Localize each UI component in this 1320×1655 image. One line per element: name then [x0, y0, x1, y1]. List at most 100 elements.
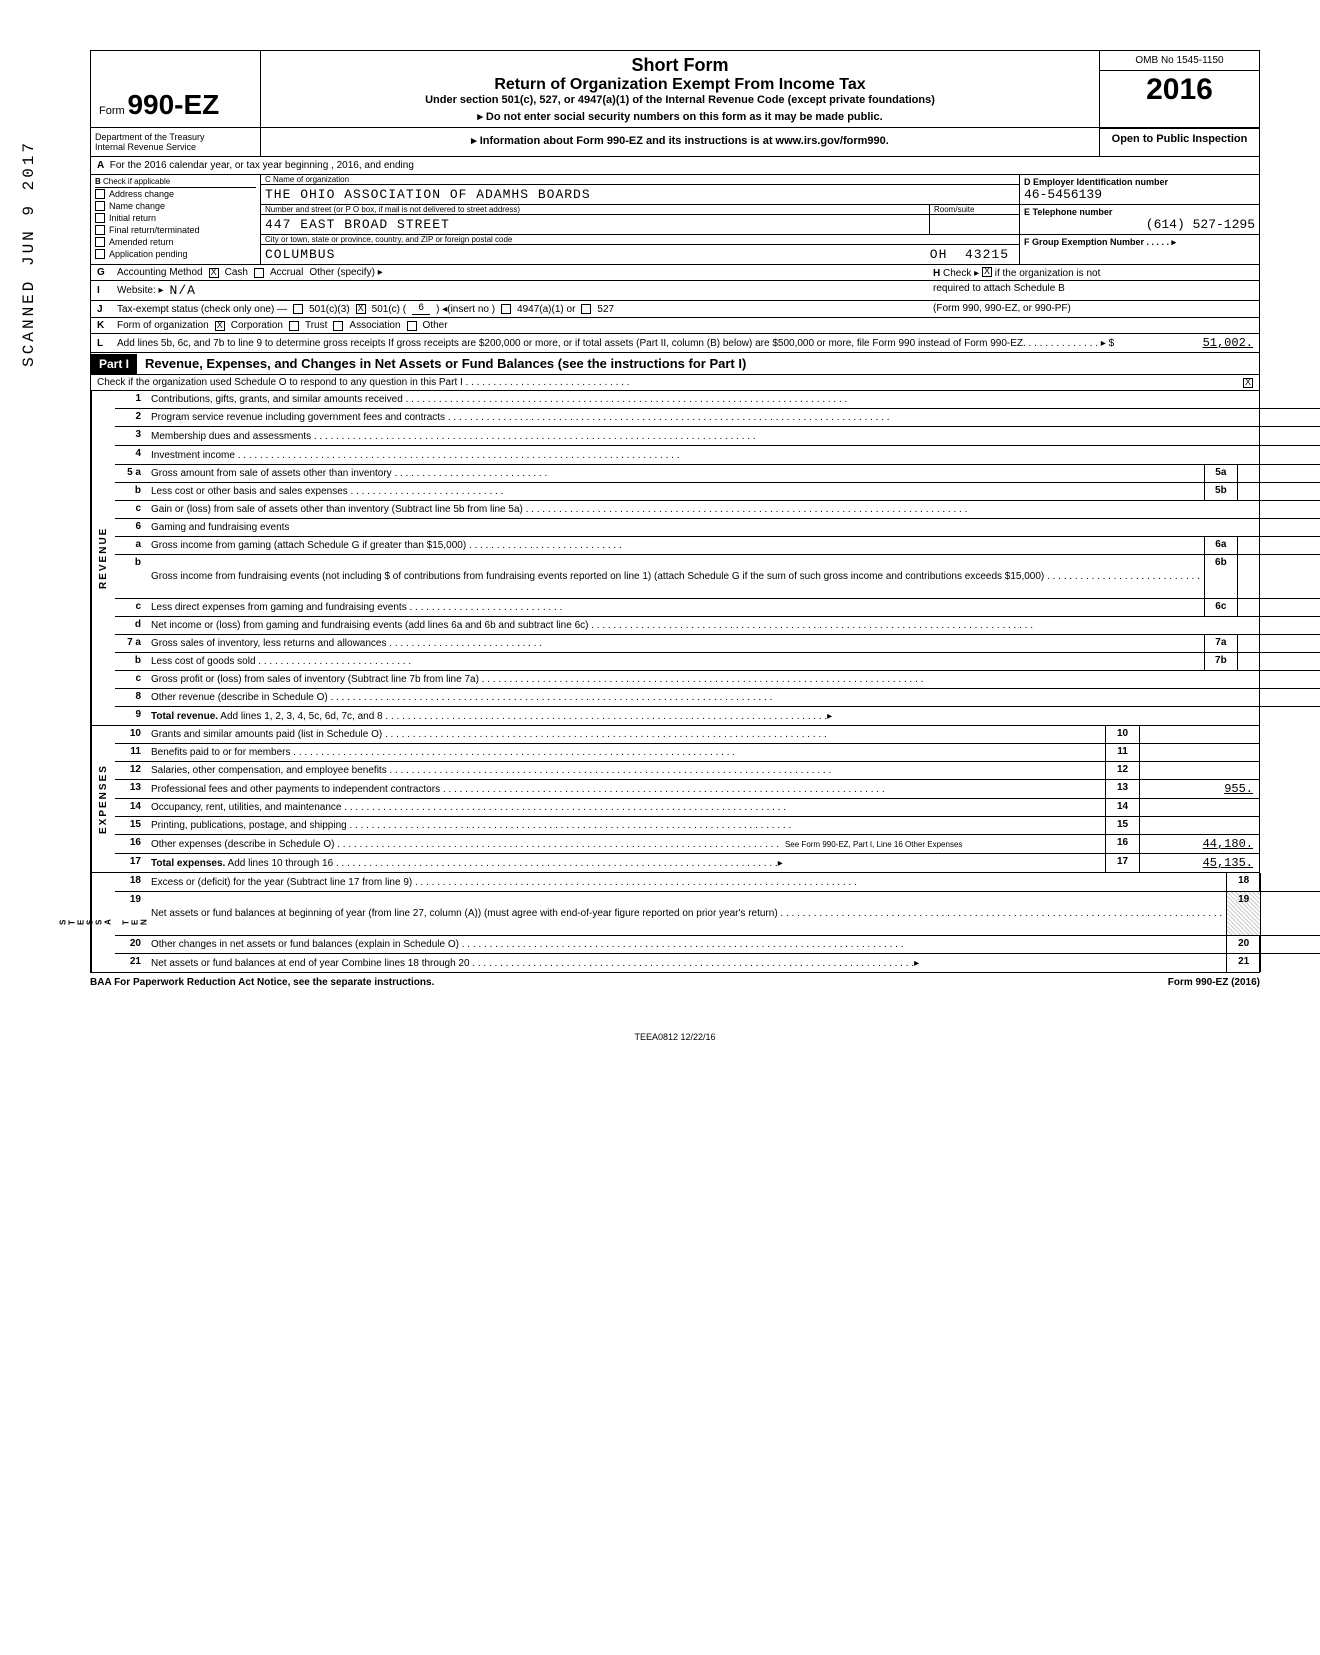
chk-association[interactable] [333, 321, 343, 331]
mid-line-value [1238, 555, 1320, 598]
line-number: 6 [115, 519, 147, 536]
line-number: c [115, 599, 147, 616]
chk-other[interactable] [407, 321, 417, 331]
right-line-number: 10 [1105, 726, 1139, 743]
mid-line-number: 6b [1204, 555, 1238, 598]
line-desc: Gross profit or (loss) from sales of inv… [147, 671, 1320, 688]
info-line: ▸ Information about Form 990-EZ and its … [261, 128, 1099, 156]
chk-4947[interactable] [501, 304, 511, 314]
line-row: cGain or (loss) from sale of assets othe… [115, 501, 1320, 519]
line-number: c [115, 501, 147, 518]
chk-527[interactable] [581, 304, 591, 314]
line-desc: Printing, publications, postage, and shi… [147, 817, 1105, 834]
line-row: cLess direct expenses from gaming and fu… [115, 599, 1320, 617]
line-desc: Excess or (deficit) for the year (Subtra… [147, 873, 1226, 891]
opt-501c3: 501(c)(3) [309, 304, 350, 315]
line-number: 18 [115, 873, 147, 891]
line-desc: Other revenue (describe in Schedule O) [147, 689, 1320, 706]
line-desc: Membership dues and assessments [147, 427, 1320, 445]
form-word: Form [99, 105, 125, 117]
omb-number: OMB No 1545-1150 [1100, 51, 1259, 71]
chk-cash[interactable] [209, 268, 219, 278]
line-value: 44,180. [1139, 835, 1259, 853]
opt-assoc: Association [349, 320, 400, 331]
opt-insert: ) ◂(insert no ) [436, 304, 495, 315]
chk-initial-return[interactable]: Initial return [95, 212, 256, 224]
insert-no: 6 [412, 303, 430, 315]
l-text: Add lines 5b, 6c, and 7b to line 9 to de… [117, 338, 1137, 349]
line-row: 11Benefits paid to or for members11 [115, 744, 1259, 762]
line-number: 4 [115, 446, 147, 464]
line-row: bLess cost of goods sold7b [115, 653, 1320, 671]
chk-corporation[interactable] [215, 321, 225, 331]
e-label: E Telephone number [1024, 207, 1255, 217]
chk-501c[interactable] [356, 304, 366, 314]
right-line-number: 11 [1105, 744, 1139, 761]
line-number: 19 [115, 892, 147, 935]
line-row: 20Other changes in net assets or fund ba… [115, 936, 1320, 954]
chk-501c3[interactable] [293, 304, 303, 314]
line-number: 3 [115, 427, 147, 445]
line-row: cGross profit or (loss) from sales of in… [115, 671, 1320, 689]
k-label: Form of organization [117, 320, 209, 331]
h-line2: required to attach Schedule B [933, 283, 1253, 294]
opt-other: Other [423, 320, 448, 331]
mid-line-value [1238, 599, 1320, 616]
line-l: L Add lines 5b, 6c, and 7b to line 9 to … [90, 334, 1260, 353]
line-row: bGross income from fundraising events (n… [115, 555, 1320, 599]
line-desc: Gross amount from sale of assets other t… [147, 465, 1204, 482]
line-a: A For the 2016 calendar year, or tax yea… [90, 157, 1260, 175]
mid-line-number: 5a [1204, 465, 1238, 482]
right-line-number: 19 [1226, 892, 1260, 935]
form-header: Form 990-EZ Short Form Return of Organiz… [90, 50, 1260, 128]
f-label: F Group Exemption Number . . . . . ▸ [1024, 237, 1255, 248]
expenses-section: EXPENSES 10Grants and similar amounts pa… [90, 726, 1260, 873]
dept-box: Department of the Treasury Internal Reve… [91, 128, 261, 156]
chk-name-change[interactable]: Name change [95, 200, 256, 212]
line-desc: Contributions, gifts, grants, and simila… [147, 391, 1320, 408]
chk-amended-return[interactable]: Amended return [95, 236, 256, 248]
assets-side-label: NET ASSETS [91, 873, 115, 972]
title-main: Short Form [271, 55, 1089, 76]
mid-line-number: 6a [1204, 537, 1238, 554]
chk-application-pending[interactable]: Application pending [95, 248, 256, 260]
line-number: b [115, 653, 147, 670]
line-row: 15Printing, publications, postage, and s… [115, 817, 1259, 835]
line-row: 3Membership dues and assessments351,000. [115, 427, 1320, 446]
revenue-side-label: REVENUE [91, 391, 115, 725]
right-line-number: 15 [1105, 817, 1139, 834]
org-name: THE OHIO ASSOCIATION OF ADAMHS BOARDS [261, 185, 1019, 204]
line-desc: Gain or (loss) from sale of assets other… [147, 501, 1320, 518]
chk-accrual[interactable] [254, 268, 264, 278]
form-page: Form 990-EZ Short Form Return of Organiz… [90, 50, 1260, 1042]
footer-right: Form 990-EZ (2016) [1168, 977, 1260, 988]
j-label: Tax-exempt status (check only one) — [117, 304, 287, 315]
line-desc: Benefits paid to or for members [147, 744, 1105, 761]
chk-schedule-b[interactable] [982, 267, 992, 277]
dept-line1: Department of the Treasury [95, 132, 256, 142]
line-desc: Less cost of goods sold [147, 653, 1204, 670]
c-city-label: City or town, state or province, country… [261, 235, 1019, 245]
ein-value: 46-5456139 [1024, 187, 1255, 202]
dept-row: Department of the Treasury Internal Reve… [90, 128, 1260, 157]
chk-trust[interactable] [289, 321, 299, 331]
chk-address-change[interactable]: Address change [95, 188, 256, 200]
opt-501c: 501(c) ( [372, 304, 406, 315]
chk-schedule-o[interactable] [1243, 378, 1253, 388]
line-number: 17 [115, 854, 147, 872]
dept-line2: Internal Revenue Service [95, 142, 256, 152]
chk-final-return[interactable]: Final return/terminated [95, 224, 256, 236]
cash-label: Cash [225, 267, 248, 278]
line-row: 12Salaries, other compensation, and empl… [115, 762, 1259, 780]
line-value: 45,135. [1139, 854, 1259, 872]
part1-sub-text: Check if the organization used Schedule … [97, 377, 629, 388]
line-desc: Total expenses. Add lines 10 through 16 … [147, 854, 1105, 872]
chk-label: Amended return [109, 237, 174, 247]
line-desc: Net assets or fund balances at end of ye… [147, 954, 1226, 972]
expenses-side-label: EXPENSES [91, 726, 115, 872]
line-number: c [115, 671, 147, 688]
line-desc: Salaries, other compensation, and employ… [147, 762, 1105, 779]
d-column: D Employer Identification number 46-5456… [1019, 175, 1259, 264]
line-value [1139, 744, 1259, 761]
line-desc: Other changes in net assets or fund bala… [147, 936, 1226, 953]
